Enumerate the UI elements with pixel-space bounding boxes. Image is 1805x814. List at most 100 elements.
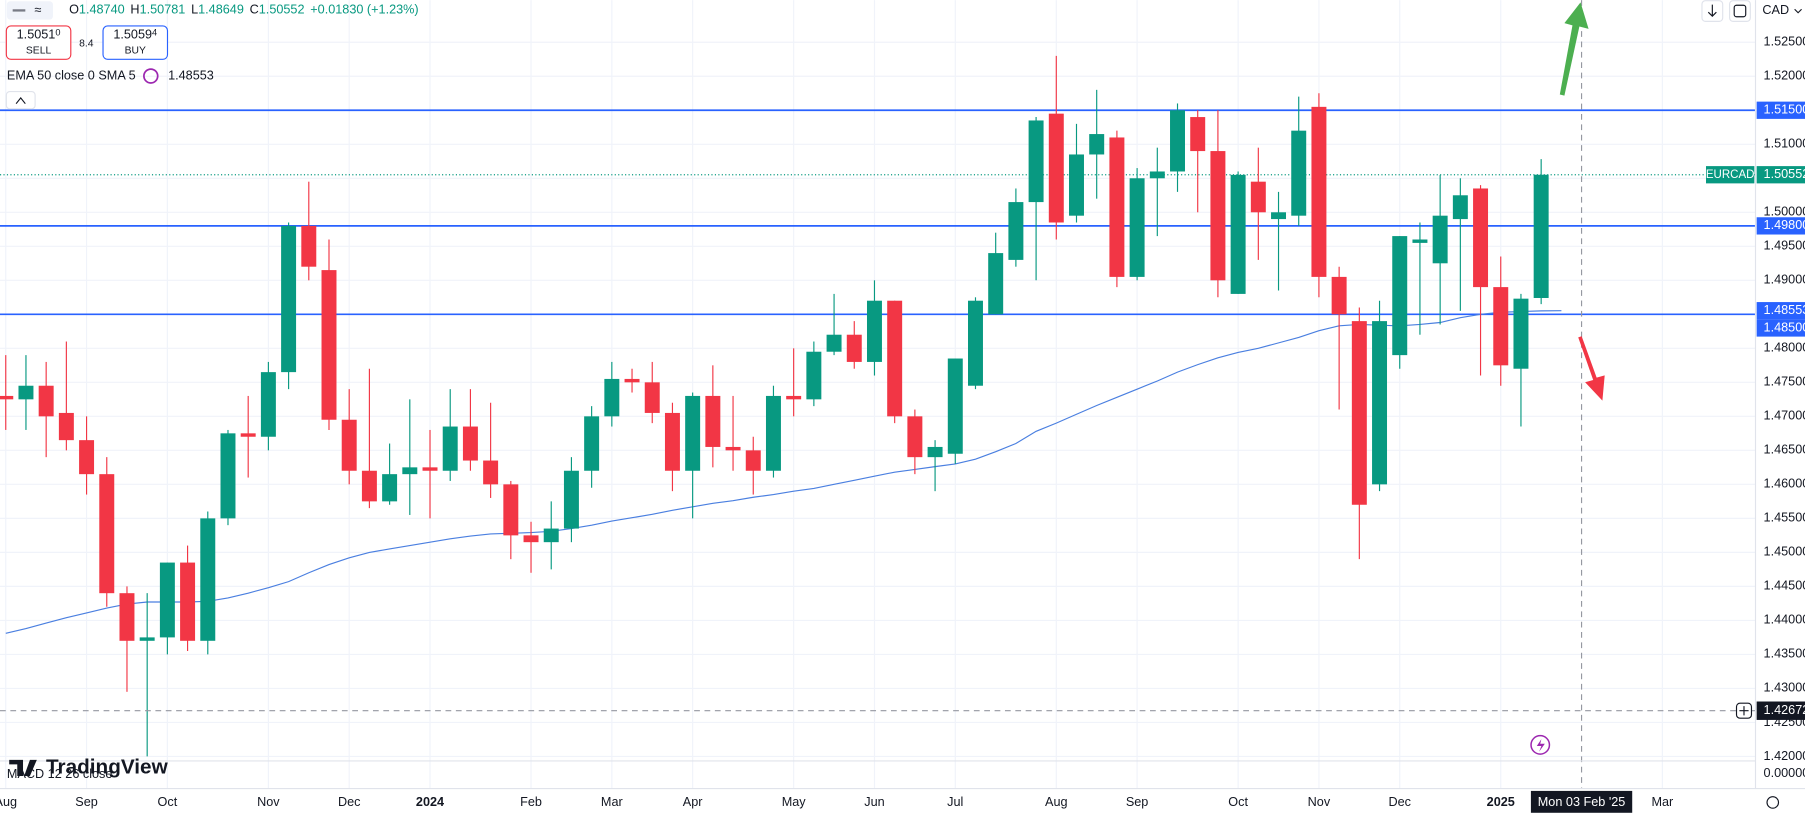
- candle-body: [786, 395, 802, 400]
- candle-body: [1069, 154, 1084, 216]
- y-tick-label: 1.45000: [1764, 545, 1805, 559]
- indicator-icon[interactable]: [143, 68, 159, 84]
- candle-body: [402, 467, 418, 475]
- symbol-icons[interactable]: [6, 1, 53, 20]
- collapse-button[interactable]: [5, 91, 36, 110]
- currency[interactable]: CAD: [1762, 3, 1789, 17]
- candle-body: [968, 300, 983, 386]
- sell-price: 1.50510: [17, 28, 61, 42]
- candle-body: [240, 433, 256, 437]
- crosshair-x-label: Mon 03 Feb '25: [1538, 795, 1626, 809]
- candle-body: [1008, 202, 1024, 260]
- ema-line: [5, 310, 1562, 634]
- x-tick-label: Oct: [1228, 795, 1248, 809]
- sell-button[interactable]: [5, 25, 72, 60]
- x-tick-label: Jun: [864, 795, 884, 809]
- icon: [1733, 4, 1747, 18]
- legend-value: 1.48740: [79, 3, 125, 17]
- x-tick-label: Feb: [520, 795, 542, 809]
- candle-body: [1230, 174, 1246, 294]
- icon: ≈: [35, 3, 42, 17]
- y-tick-label: 1.48000: [1764, 341, 1805, 355]
- candle-body: [1271, 212, 1287, 220]
- up-arrow-drawing: [1559, 2, 1589, 96]
- candle-body: [462, 426, 478, 461]
- y-tick-label: 1.44500: [1764, 579, 1805, 593]
- candle-body: [1493, 287, 1509, 366]
- y-tick-label: 1.43500: [1764, 647, 1805, 661]
- x-tick-label: Aug: [1045, 795, 1068, 809]
- y-tick-label: 1.44000: [1764, 613, 1805, 627]
- candle-body: [1291, 130, 1307, 216]
- candle-body: [604, 378, 620, 417]
- indicator-name: EMA 50 close 0 SMA 5: [7, 68, 136, 82]
- icon: [1707, 4, 1717, 17]
- candle-body: [584, 416, 600, 471]
- axis-value-box: [1756, 166, 1805, 184]
- spread: 8.4: [79, 39, 94, 50]
- fullscreen-button[interactable]: [1729, 0, 1751, 22]
- candle-body: [1392, 236, 1408, 356]
- candle-body: [846, 334, 862, 362]
- crosshair-y-box: [1756, 701, 1805, 720]
- crosshair-x-box: [1530, 790, 1633, 813]
- macd-label: MACD 12 26 close: [7, 767, 113, 781]
- price-small: 0: [55, 28, 60, 38]
- candle-body: [543, 528, 559, 543]
- y-tick-label: 1.49000: [1764, 273, 1805, 287]
- symbol-label: EURCAD: [1706, 169, 1755, 181]
- candle-body: [220, 433, 236, 519]
- chevron: [1794, 8, 1802, 14]
- legend-value: 1.50781: [140, 3, 186, 17]
- axis-value-box: [1756, 319, 1805, 337]
- candle-body: [1250, 181, 1266, 213]
- candle-body: [180, 562, 196, 641]
- candle-body: [483, 460, 499, 485]
- axis-value-box: [1756, 101, 1805, 119]
- buy-button[interactable]: [102, 25, 169, 60]
- candle-body: [563, 470, 579, 529]
- y-tick-label: 1.50000: [1764, 205, 1805, 219]
- y-tick-label: 1.45500: [1764, 511, 1805, 525]
- y-tick-label: 1.46000: [1764, 477, 1805, 491]
- x-tick-label: Dec: [1388, 795, 1411, 809]
- x-tick-label: Aug: [0, 795, 17, 809]
- y-tick-label: 1.52500: [1764, 35, 1805, 49]
- x-tick-label: Sep: [1126, 795, 1149, 809]
- candle-body: [503, 484, 519, 536]
- axis-value-box: [1756, 302, 1805, 320]
- x-tick-label: 2024: [416, 795, 444, 809]
- x-tick-label: Mar: [601, 795, 623, 809]
- legend-key: H: [130, 3, 139, 17]
- candle-body: [200, 518, 216, 641]
- legend-key: O: [69, 3, 79, 17]
- buy-label: BUY: [125, 45, 146, 56]
- candle-body: [361, 470, 377, 502]
- candle-body: [442, 426, 458, 471]
- symbol-box: [1706, 166, 1755, 184]
- candle-body: [1028, 120, 1044, 203]
- settings-button[interactable]: [1766, 796, 1780, 809]
- candle-body: [1170, 110, 1185, 172]
- indicator-value: 1.48553: [168, 68, 214, 82]
- chevron: [15, 96, 26, 105]
- y-tick-label: 1.49500: [1764, 239, 1805, 253]
- candle-body: [99, 474, 115, 594]
- candle-body: [260, 372, 276, 437]
- price-main: 1.5051: [17, 28, 56, 42]
- x-tick-label: May: [782, 795, 807, 809]
- plot-layer: [0, 0, 1756, 789]
- x-tick-label: Sep: [75, 795, 98, 809]
- candle-body: [0, 395, 14, 400]
- axis-value-label: 1.49800: [1764, 218, 1805, 232]
- x-tick-label: Nov: [257, 795, 280, 809]
- candle-body: [1412, 239, 1428, 243]
- axis-value-label: 1.48553: [1764, 303, 1805, 317]
- price-main: 1.5059: [113, 28, 152, 42]
- candle-body: [685, 395, 701, 471]
- legend-value: 1.50552: [259, 3, 305, 17]
- candle-body: [988, 253, 1004, 315]
- y-tick-label: 1.51000: [1764, 137, 1805, 151]
- logo: TradingView: [46, 755, 169, 778]
